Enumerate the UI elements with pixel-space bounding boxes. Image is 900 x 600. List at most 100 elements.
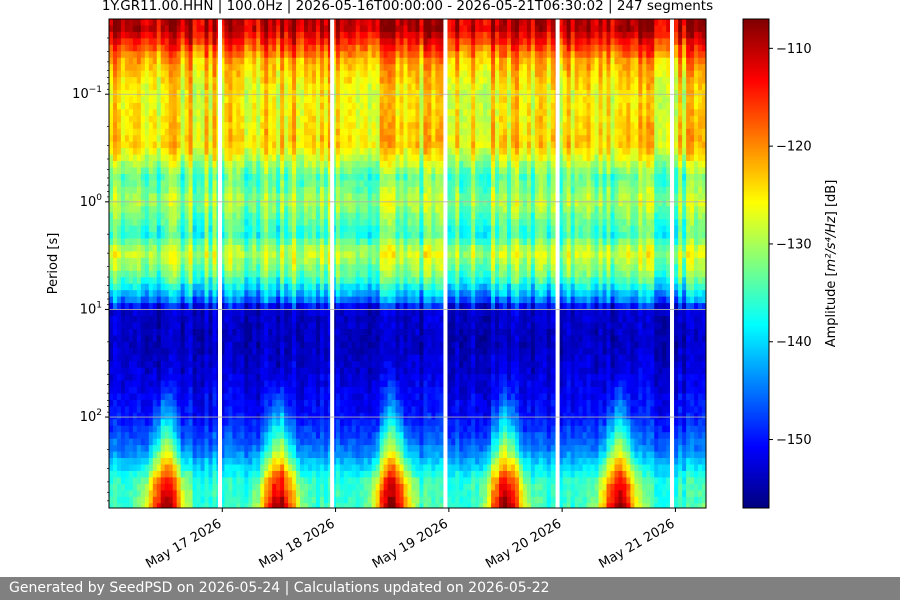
spectrogram-cell <box>630 135 635 143</box>
spectrogram-cell <box>184 161 189 168</box>
spectrogram-cell <box>642 180 647 188</box>
spectrogram-cell <box>610 161 615 168</box>
spectrogram-cell <box>112 128 118 136</box>
spectrogram-cell <box>156 173 162 181</box>
spectrogram-cell <box>702 115 706 123</box>
spectrogram-cell <box>172 135 178 143</box>
spectrogram-cell <box>391 154 396 162</box>
spectrogram-cell <box>694 57 699 65</box>
spectrogram-cell <box>264 31 269 39</box>
spectrogram-cell <box>475 186 480 194</box>
spectrogram-cell <box>391 38 396 46</box>
spectrogram-cell <box>136 70 142 78</box>
spectrogram-cell <box>451 31 456 39</box>
spectrogram-cell <box>546 135 552 143</box>
spectrogram-cell <box>606 57 611 65</box>
spectrogram-cell <box>467 186 472 194</box>
spectrogram-cell <box>152 83 158 91</box>
spectrogram-cell <box>566 135 572 143</box>
spectrogram-cell <box>678 173 683 181</box>
spectrogram-cell <box>304 148 309 155</box>
spectrogram-cell <box>598 44 603 52</box>
spectrogram-cell <box>109 96 114 104</box>
spectrogram-cell <box>264 219 269 227</box>
spectrogram-cell <box>347 31 353 39</box>
spectrogram-cell <box>510 154 516 162</box>
spectrogram-cell <box>586 96 591 104</box>
spectrogram-cell <box>112 64 118 72</box>
spectrogram-cell <box>447 128 452 136</box>
spectrogram-cell <box>371 90 377 97</box>
spectrogram-cell <box>574 186 580 194</box>
spectrogram-cell <box>435 83 440 91</box>
spectrogram-cell <box>698 122 703 130</box>
spectrogram-cell <box>168 212 174 220</box>
spectrogram-cell <box>419 38 424 46</box>
spectrogram-cell <box>156 225 162 233</box>
spectrogram-cell <box>602 19 607 26</box>
spectrogram-cell <box>654 102 659 110</box>
spectrogram-cell <box>562 199 568 207</box>
spectrogram-cell <box>451 219 456 227</box>
spectrogram-cell <box>431 96 436 104</box>
spectrogram-cell <box>602 122 607 130</box>
spectrogram-cell <box>236 186 241 194</box>
spectrogram-cell <box>395 77 400 84</box>
spectrogram-cell <box>479 167 484 175</box>
spectrogram-cell <box>208 167 213 175</box>
spectrogram-cell <box>220 128 225 136</box>
spectrogram-cell <box>120 77 126 84</box>
spectrogram-cell <box>252 225 257 233</box>
spectrogram-cell <box>160 148 166 155</box>
spectrogram-cell <box>455 25 460 33</box>
spectrogram-cell <box>391 135 396 143</box>
spectrogram-cell <box>658 102 663 110</box>
spectrogram-cell <box>379 193 385 201</box>
spectrogram-cell <box>196 115 201 123</box>
spectrogram-cell <box>208 154 213 162</box>
spectrogram-cell <box>431 38 436 46</box>
spectrogram-cell <box>232 167 237 175</box>
spectrogram-cell <box>168 115 174 123</box>
spectrogram-cell <box>411 122 416 130</box>
spectrogram-cell <box>638 219 643 227</box>
spectrogram-cell <box>367 64 373 72</box>
spectrogram-cell <box>327 154 333 162</box>
spectrogram-cell <box>260 141 265 149</box>
spectrogram-cell <box>184 128 189 136</box>
spectrogram-cell <box>439 148 444 155</box>
spectrogram-cell <box>618 212 623 220</box>
spectrogram-cell <box>546 148 552 155</box>
spectrogram-cell <box>371 141 377 149</box>
spectrogram-cell <box>288 232 293 239</box>
spectrogram-cell <box>220 186 225 194</box>
spectrogram-cell <box>152 219 158 227</box>
spectrogram-cell <box>379 19 385 26</box>
spectrogram-cell <box>666 206 671 214</box>
spectrogram-cell <box>244 135 249 143</box>
spectrogram-cell <box>642 173 647 181</box>
spectrogram-cell <box>594 225 599 233</box>
spectrogram-cell <box>530 96 536 104</box>
spectrogram-cell <box>630 148 635 155</box>
spectrogram-cell <box>387 57 392 65</box>
spectrogram-cell <box>610 25 615 33</box>
spectrogram-cell <box>315 102 321 110</box>
spectrogram-cell <box>534 135 540 143</box>
spectrogram-cell <box>514 167 520 175</box>
spectrogram-cell <box>109 25 114 33</box>
spectrogram-cell <box>690 90 695 97</box>
spectrogram-cell <box>272 161 277 168</box>
spectrogram-cell <box>423 148 428 155</box>
spectrogram-cell <box>296 219 301 227</box>
spectrogram-cell <box>288 64 293 72</box>
spectrogram-cell <box>602 109 607 117</box>
spectrogram-cell <box>447 51 452 59</box>
spectrogram-cell <box>132 44 138 52</box>
spectrogram-cell <box>694 44 699 52</box>
spectrogram-cell <box>228 51 233 59</box>
spectrogram-cell <box>534 38 540 46</box>
spectrogram-cell <box>128 38 134 46</box>
spectrogram-cell <box>232 77 237 84</box>
spectrogram-cell <box>164 44 170 52</box>
